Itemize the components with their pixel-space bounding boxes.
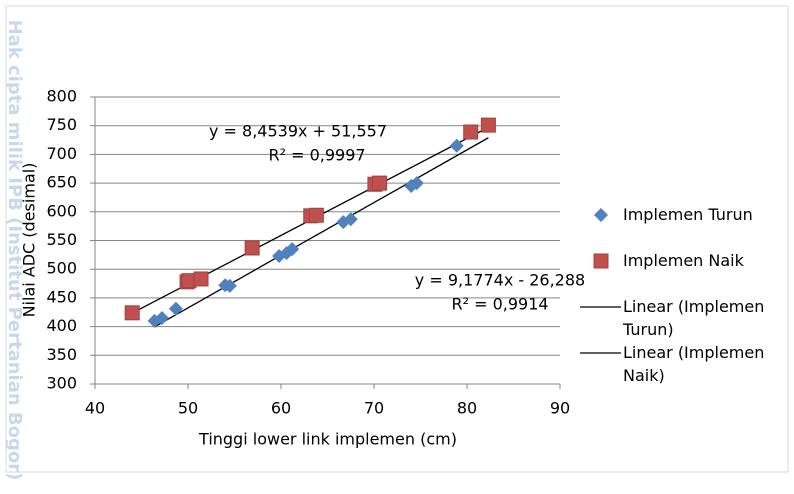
legend-label: Implemen Turun [623, 205, 753, 224]
chart-frame [5, 5, 789, 473]
trendline-r2: R² = 0,9914 [451, 295, 548, 314]
y-tick-label: 700 [46, 144, 77, 163]
data-point [193, 271, 209, 287]
y-tick-label: 400 [46, 316, 77, 335]
x-tick-label: 80 [457, 399, 477, 418]
x-tick-label: 60 [271, 399, 291, 418]
trendline-equation: y = 9,1774x - 26,288 [415, 271, 585, 290]
y-tick-label: 450 [46, 287, 77, 306]
data-point [343, 212, 358, 227]
y-tick-label: 500 [46, 259, 77, 278]
trendline [154, 137, 489, 328]
x-axis-label: Tinggi lower link implemen (cm) [198, 430, 457, 449]
y-tick-label: 350 [46, 345, 77, 364]
x-tick-label: 40 [85, 399, 105, 418]
y-tick-label: 650 [46, 173, 77, 192]
y-tick-label: 550 [46, 230, 77, 249]
data-point [372, 175, 388, 191]
data-point [449, 138, 464, 153]
legend-label: Linear (Implemen Naik) [623, 343, 765, 385]
y-tick-label: 300 [46, 374, 77, 393]
data-point [168, 301, 183, 316]
data-point [124, 305, 140, 321]
y-tick-label: 750 [46, 115, 77, 134]
data-point [222, 278, 237, 293]
y-tick-label: 600 [46, 201, 77, 220]
legend-label: Implemen Naik [623, 251, 744, 270]
x-tick-label: 90 [550, 399, 570, 418]
data-point [409, 176, 424, 191]
x-tick-label: 70 [364, 399, 384, 418]
y-tick-label: 800 [46, 87, 77, 106]
data-point [463, 124, 479, 140]
watermark: Hak cipta milik IPB (Institut Pertanian … [4, 20, 25, 481]
legend-marker [593, 253, 609, 269]
trendline-r2: R² = 0,9997 [268, 146, 365, 165]
legend-marker [594, 208, 608, 222]
legend-label: Linear (Implemen Turun) [623, 297, 765, 339]
data-point [244, 240, 260, 256]
data-point [285, 242, 300, 257]
trendline-equation: y = 8,4539x + 51,557 [209, 122, 387, 141]
data-point [154, 310, 169, 325]
y-axis-label: Nilai ADC (desimal) [20, 163, 39, 318]
x-tick-label: 50 [178, 399, 198, 418]
data-point [480, 117, 496, 133]
data-point [308, 207, 324, 223]
